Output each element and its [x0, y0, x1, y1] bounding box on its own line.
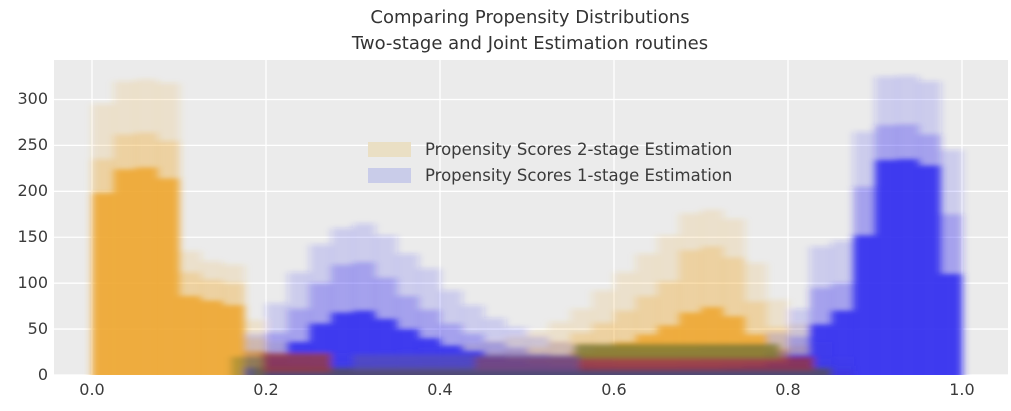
- legend-label-1stage: Propensity Scores 1-stage Estimation: [425, 165, 733, 185]
- x-tick-label: 0.2: [253, 380, 279, 399]
- y-tick-label: 150: [17, 227, 48, 247]
- x-tick-label: 0.4: [427, 380, 453, 399]
- y-tick-label: 250: [17, 135, 48, 155]
- x-tick-label: 0.6: [601, 380, 627, 399]
- y-tick-label: 0: [37, 365, 48, 384]
- x-tick-label: 1.0: [949, 380, 975, 399]
- y-tick-label: 100: [17, 273, 48, 293]
- legend-swatch-2stage: [368, 141, 411, 157]
- histogram-canvas: [54, 60, 1008, 375]
- legend-entry-2stage: Propensity Scores 2-stage Estimation: [368, 138, 732, 160]
- chart-title: Comparing Propensity Distributions Two-s…: [352, 5, 708, 57]
- chart-title-line1: Comparing Propensity Distributions: [370, 7, 690, 28]
- legend-label-2stage: Propensity Scores 2-stage Estimation: [425, 139, 733, 159]
- y-tick-label: 300: [17, 89, 48, 109]
- x-tick-label: 0.8: [775, 380, 801, 399]
- y-tick-label: 200: [17, 181, 48, 201]
- plot-area: Propensity Scores 2-stage Estimation Pro…: [54, 60, 1008, 375]
- legend: Propensity Scores 2-stage Estimation Pro…: [368, 138, 732, 186]
- x-tick-label: 0.0: [79, 380, 105, 399]
- y-tick-label: 50: [27, 319, 48, 339]
- chart-title-line2: Two-stage and Joint Estimation routines: [351, 33, 709, 54]
- legend-entry-1stage: Propensity Scores 1-stage Estimation: [368, 164, 732, 186]
- legend-swatch-1stage: [368, 167, 411, 183]
